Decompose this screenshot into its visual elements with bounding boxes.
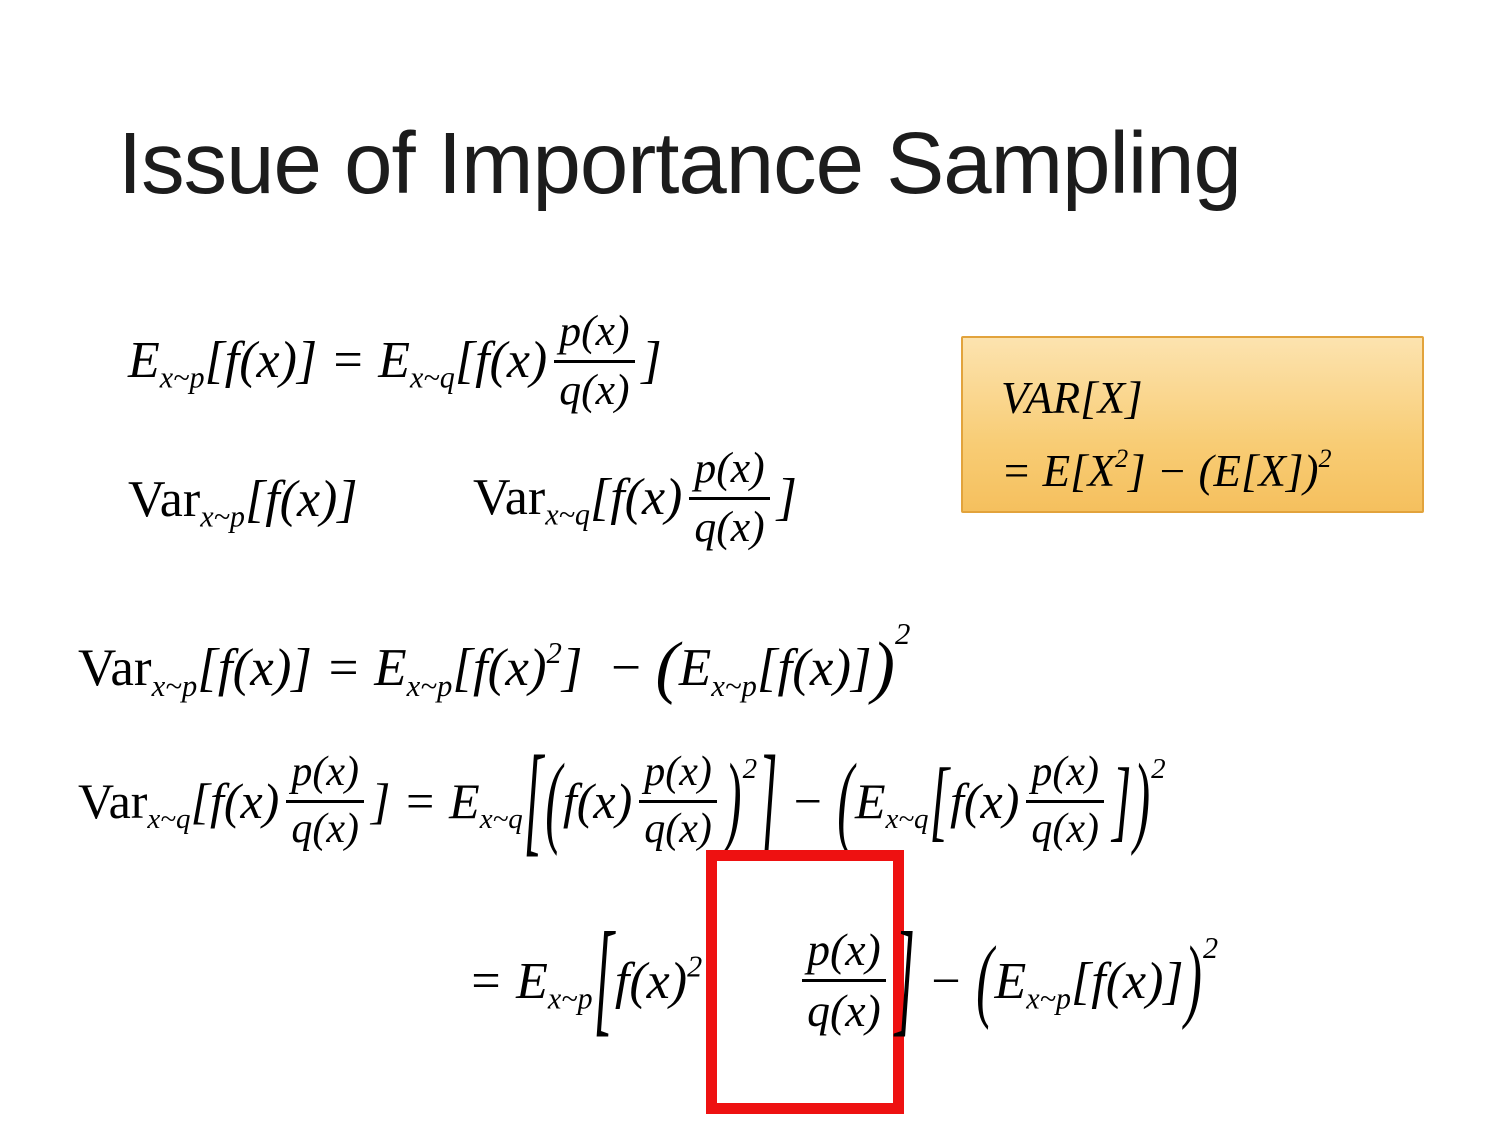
big-left-paren: ( — [837, 741, 854, 857]
highlighted-ratio-red-box: p(x) q(x) — [706, 849, 904, 1115]
minus-sign: − — [607, 638, 644, 697]
superscript: 2 — [687, 949, 703, 984]
math-run: 2 — [895, 618, 910, 703]
big-right-bracket: ] — [894, 909, 916, 1050]
subscript: x~p — [406, 668, 453, 703]
formula-variance-p: Varx~p[f(x)] — [128, 455, 358, 545]
math-run: ] = Ex~q — [370, 772, 523, 835]
slide-title: Issue of Importance Sampling — [118, 115, 1242, 212]
math-run: f(x)2 — [614, 949, 703, 1011]
fraction-px-over-qx: p(x) q(x) — [286, 749, 364, 853]
math-run: Ex~p[f(x)] = Ex~q[f(x) — [128, 332, 548, 395]
minus-sign: − — [928, 953, 964, 1011]
math-run: Varx~q[f(x) — [78, 772, 280, 835]
math-run: ] — [641, 332, 662, 390]
math-run: Varx~q[f(x) — [473, 469, 683, 532]
fraction-px-over-qx: p(x) q(x) — [689, 444, 770, 551]
superscript: 2 — [1318, 444, 1332, 474]
big-right-bracket: ] — [758, 729, 778, 867]
fraction-px-over-qx: p(x) q(x) — [802, 924, 886, 1036]
subscript: x~q — [410, 360, 455, 395]
superscript: 2 — [546, 635, 562, 670]
variance-definition-line2: = E[X2] − (E[X])2 — [1001, 444, 1332, 496]
superscript: 2 — [742, 752, 758, 785]
big-right-paren: ) — [724, 741, 742, 857]
math-run: f(x) — [950, 772, 1020, 829]
superscript: 2 — [894, 616, 911, 651]
subscript: x~q — [479, 802, 523, 835]
math-run: Ex~q — [854, 772, 929, 835]
minus-sign: − — [790, 772, 825, 829]
superscript: 2 — [1115, 444, 1129, 474]
subscript: x~p — [1026, 981, 1072, 1016]
fraction-px-over-qx: p(x) q(x) — [1026, 749, 1105, 853]
big-right-paren: ) — [871, 629, 895, 707]
math-run: f(x) — [562, 772, 633, 829]
math-run: ] — [776, 469, 797, 527]
math-run: Varx~p[f(x)] — [128, 471, 358, 534]
subscript: x~p — [200, 499, 245, 534]
superscript: 2 — [1202, 931, 1219, 966]
math-run: Ex~p[f(x)] — [678, 638, 872, 703]
fraction-px-over-qx: p(x) q(x) — [639, 749, 717, 853]
left-bracket: [ — [929, 748, 950, 850]
formula-expectation-identity: Ex~p[f(x)] = Ex~q[f(x) p(x) q(x) ] — [128, 300, 662, 422]
variance-definition-line1: VAR[X] — [1001, 373, 1143, 423]
subscript: x~q — [545, 497, 590, 532]
big-right-paren: ) — [1133, 741, 1151, 857]
math-run: = Ex~p — [468, 953, 593, 1016]
subscript: x~q — [147, 802, 191, 835]
subscript: x~p — [159, 360, 205, 395]
big-left-bracket: [ — [593, 909, 614, 1050]
formula-variance-q: Varx~q[f(x) p(x) q(x) ] — [473, 428, 797, 568]
subscript: x~q — [885, 802, 929, 835]
math-run: 2 — [743, 754, 758, 834]
math-run: Ex~p[f(x)] — [994, 953, 1184, 1016]
formula-variance-p-expansion: Varx~p[f(x)] = Ex~p[f(x)2] − ( Ex~p[f(x)… — [78, 618, 910, 716]
subscript: x~p — [151, 668, 198, 703]
subscript: x~p — [547, 981, 593, 1016]
big-left-paren: ( — [545, 741, 562, 857]
fraction-px-over-qx: p(x) q(x) — [554, 307, 635, 414]
math-run: 2 — [1151, 754, 1166, 834]
big-left-paren: ( — [655, 629, 679, 707]
subscript: x~p — [711, 668, 757, 703]
formula-variance-q-expansion: Varx~q[f(x) p(x) q(x) ] = Ex~q [ ( f(x) p… — [78, 722, 1166, 880]
superscript: 2 — [1151, 752, 1166, 785]
big-left-paren: ( — [976, 929, 994, 1032]
formula-variance-p-with-ratio: = Ex~p [ f(x)2 p(x) q(x) ] − ( Ex~p[f(x)]… — [468, 849, 1218, 1115]
big-right-paren: ) — [1184, 929, 1202, 1032]
math-run: 2 — [1203, 933, 1218, 1016]
variance-definition-box: VAR[X] = E[X2] − (E[X])2 — [961, 336, 1424, 513]
right-bracket: ] — [1112, 748, 1132, 850]
math-run: Varx~p[f(x)] = Ex~p[f(x)2] — [78, 635, 596, 703]
big-left-bracket: [ — [523, 729, 544, 867]
